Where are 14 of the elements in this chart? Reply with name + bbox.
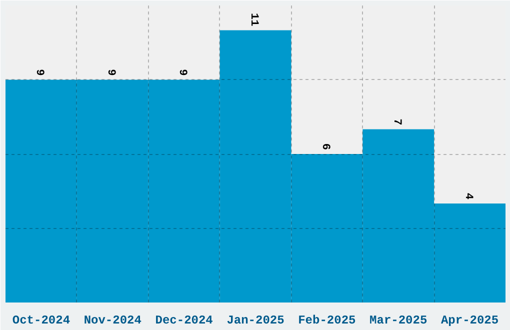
- data-label: 4: [462, 192, 474, 200]
- x-tick-label: Jan-2025: [226, 314, 284, 328]
- data-label: 6: [318, 143, 331, 150]
- data-label: 11: [248, 13, 260, 27]
- x-tick-label: Apr-2025: [440, 314, 499, 328]
- x-tick-label: Mar-2025: [370, 314, 428, 328]
- x-tick-label: Dec-2024: [155, 314, 213, 328]
- data-label: 9: [33, 69, 46, 76]
- x-tick-label: Nov-2024: [84, 314, 142, 328]
- x-tick-label: Feb-2025: [298, 314, 356, 328]
- data-label: 9: [104, 69, 117, 76]
- data-label: 9: [176, 69, 188, 76]
- x-tick-label: Oct-2024: [12, 314, 70, 328]
- data-label: 7: [390, 118, 402, 126]
